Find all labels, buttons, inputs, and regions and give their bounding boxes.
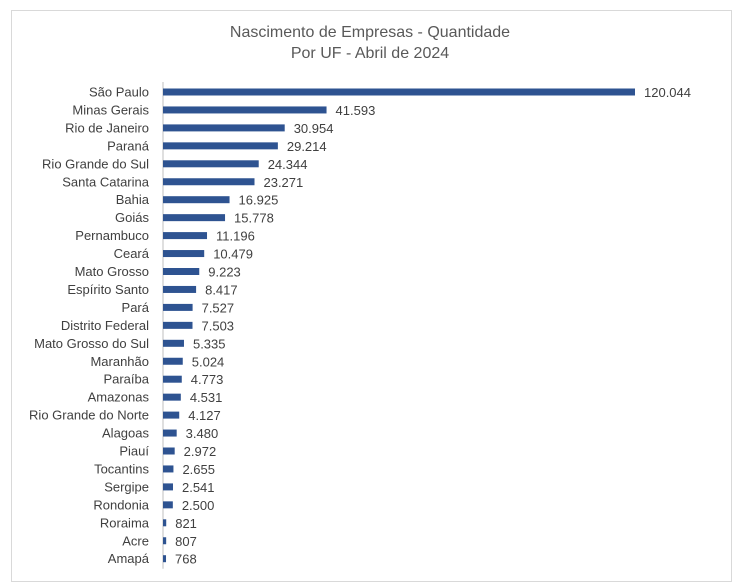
category-label: Goiás [115,210,149,225]
data-label: 7.527 [202,300,235,315]
chart-frame [11,10,732,582]
category-label: Mato Grosso [75,264,149,279]
bar [163,393,181,401]
bar [163,232,208,240]
category-label: Sergipe [104,479,149,494]
category-label: Rio Grande do Norte [29,408,149,423]
bar [163,339,184,347]
data-label: 2.655 [182,462,215,477]
bar [163,250,205,258]
chart-subtitle: Por UF - Abril de 2024 [290,45,450,62]
bar [163,519,167,527]
category-label: Espírito Santo [67,282,149,297]
data-label: 8.417 [205,282,238,297]
category-label: Ceará [114,246,150,261]
data-label: 30.954 [294,121,334,136]
data-label: 41.593 [336,103,376,118]
category-label: Acre [122,533,149,548]
bar [163,142,278,150]
bar [163,178,255,186]
data-label: 4.773 [191,372,224,387]
category-label: Amapá [108,551,150,566]
data-label: 4.531 [190,390,223,405]
bar [163,483,173,491]
bar [163,537,167,545]
data-label: 29.214 [287,139,327,154]
category-label: Maranhão [90,354,149,369]
chart-title-line1: Nascimento de Empresas - Quantidade [229,24,511,41]
category-label: Tocantins [94,461,149,476]
data-label: 2.541 [182,480,215,495]
bar [163,501,173,509]
bar [163,106,327,114]
bar [163,88,635,96]
bar [163,447,175,455]
bar [163,268,200,275]
bar [163,465,174,473]
category-label: Rio Grande do Sul [42,156,149,171]
data-label: 768 [175,552,197,567]
data-label: 120.044 [644,85,691,100]
bar [163,357,183,365]
category-label: Bahia [116,192,150,207]
category-label: Santa Catarina [62,174,149,189]
data-label: 3.480 [186,426,219,441]
bar [163,555,167,563]
category-label: Alagoas [102,426,149,441]
data-label: 2.500 [182,498,215,513]
data-label: 23.271 [263,175,303,190]
bar [163,214,226,222]
category-label: Paraíba [103,372,149,387]
data-label: 7.503 [202,318,235,333]
bar [163,124,285,132]
data-label: 24.344 [268,157,308,172]
category-label: Rio de Janeiro [65,120,149,135]
data-label: 4.127 [188,408,221,423]
category-label: Rondonia [93,497,149,512]
data-label: 821 [175,516,197,531]
data-label: 15.778 [234,211,274,226]
bar [163,303,193,311]
data-label: 2.972 [184,444,217,459]
bar [163,375,182,383]
category-label: Distrito Federal [61,318,149,333]
category-label: Piauí [119,444,149,459]
data-label: 10.479 [213,247,253,262]
data-label: 11.196 [216,229,255,244]
data-label: 5.335 [193,336,226,351]
chart-title: Nascimento de Empresas - Quantidade Por … [0,22,740,64]
bar [163,429,177,437]
data-label: 807 [175,534,197,549]
category-label: Pernambuco [75,228,149,243]
bar [163,196,230,204]
data-label: 9.223 [208,265,241,280]
category-label: Amazonas [88,390,150,405]
category-label: Roraima [100,515,150,530]
bar [163,160,259,168]
bar [163,321,193,329]
category-label: São Paulo [89,85,149,100]
category-label: Minas Gerais [72,102,149,117]
category-label: Mato Grosso do Sul [34,336,149,351]
category-label: Paraná [107,138,150,153]
data-label: 5.024 [192,354,225,369]
bar [163,411,180,419]
data-label: 16.925 [239,193,279,208]
bar [163,285,197,293]
category-label: Pará [122,300,150,315]
